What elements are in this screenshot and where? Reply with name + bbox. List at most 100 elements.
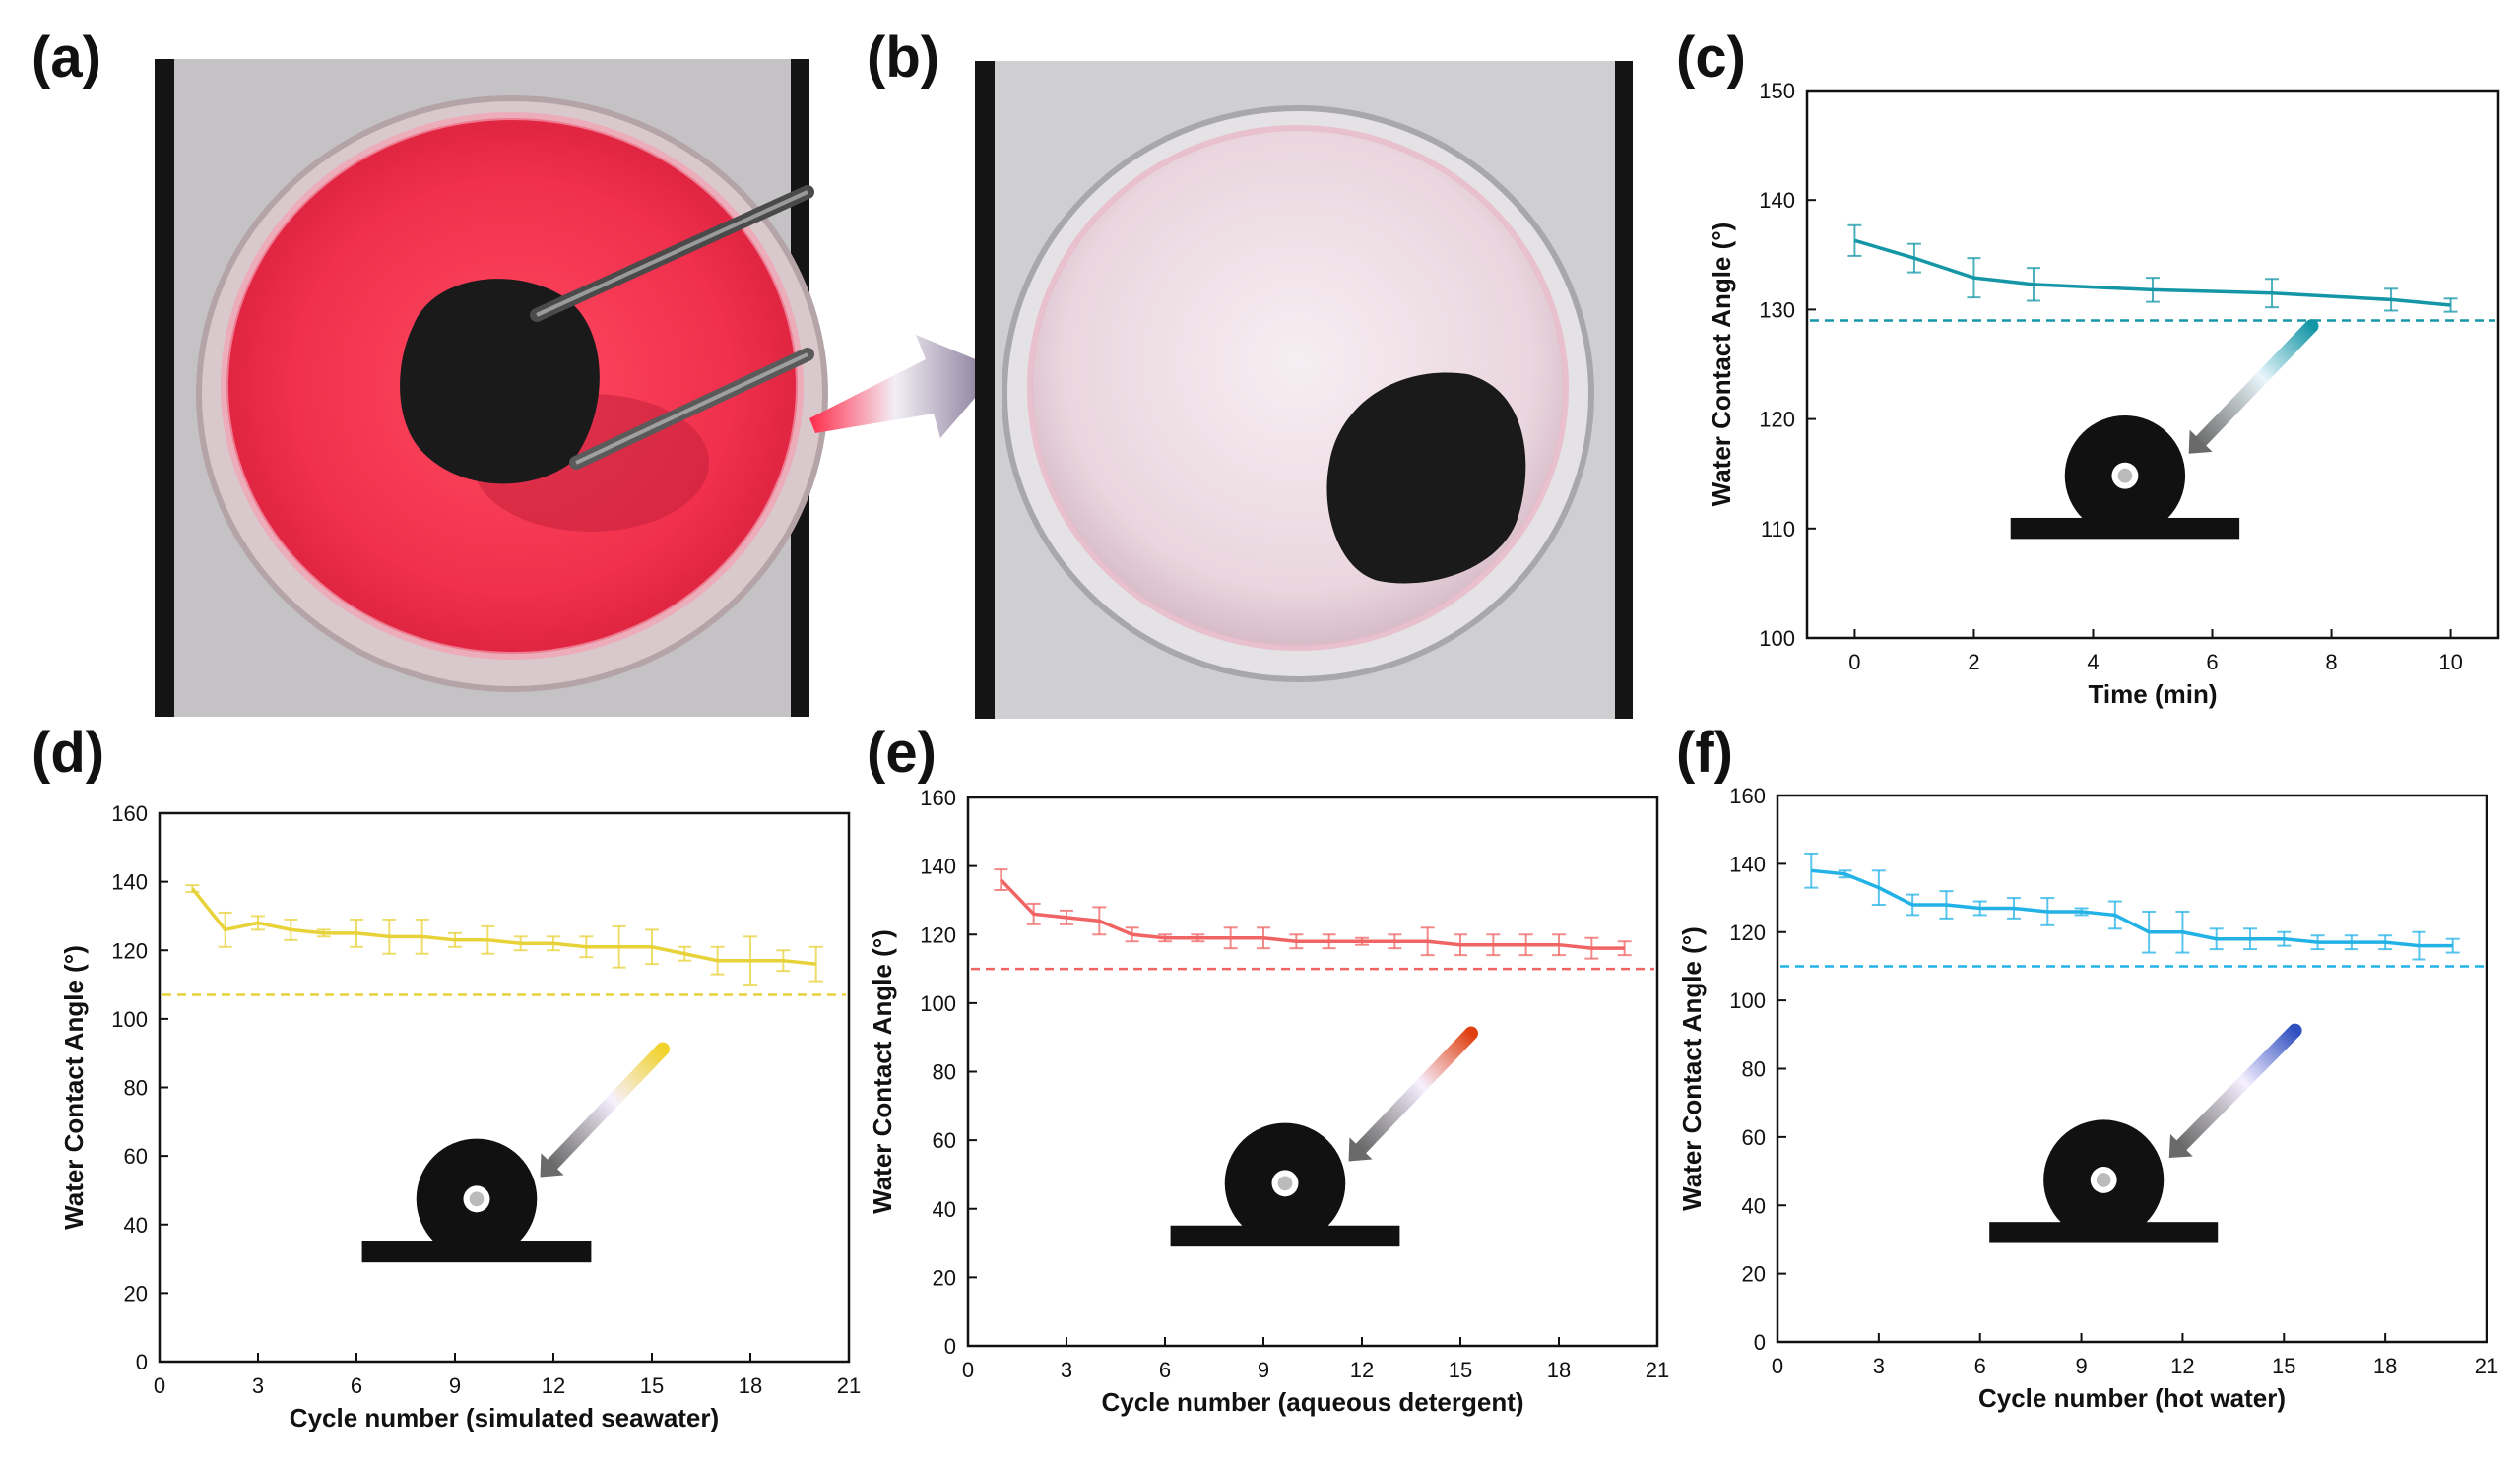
x-tick-label-f: 18 xyxy=(2373,1354,2397,1378)
y-tick-label-d: 100 xyxy=(111,1007,148,1032)
error-bar-f xyxy=(2107,900,2122,930)
error-bar-f xyxy=(2277,930,2292,947)
panel-a: (a) xyxy=(32,26,828,717)
y-axis-label-d: Water Contact Angle (°) xyxy=(59,945,89,1230)
y-tick-label-f: 100 xyxy=(1729,988,1766,1013)
y-tick-label-e: 0 xyxy=(944,1334,956,1359)
y-tick-label-d: 120 xyxy=(111,938,148,963)
x-tick-label-c: 10 xyxy=(2438,650,2462,674)
error-bar-c xyxy=(2443,297,2458,313)
panel-f-label: (f) xyxy=(1676,721,1733,785)
error-bar-c xyxy=(2146,277,2160,303)
x-tick-label-c: 0 xyxy=(1848,650,1860,674)
y-axis-label-f: Water Contact Angle (°) xyxy=(1677,926,1707,1211)
error-bar-e xyxy=(1223,926,1238,950)
y-tick-label-d: 60 xyxy=(124,1144,148,1169)
x-tick-label-d: 9 xyxy=(449,1373,461,1398)
inset-highlight-core xyxy=(2096,1173,2111,1187)
panel-d-label: (d) xyxy=(32,721,104,785)
error-bar-d xyxy=(481,924,495,955)
x-tick-label-e: 18 xyxy=(1547,1358,1571,1382)
error-bar-e xyxy=(1158,933,1172,943)
inset-highlight-core xyxy=(469,1191,485,1207)
error-bar-f xyxy=(2445,937,2460,954)
error-bar-e xyxy=(994,868,1008,891)
error-bar-e xyxy=(1322,933,1336,950)
error-bar-d xyxy=(678,945,692,962)
x-tick-label-c: 4 xyxy=(2087,650,2099,674)
error-bar-f xyxy=(2040,897,2055,926)
inset-highlight-core xyxy=(1277,1176,1293,1191)
x-tick-label-f: 0 xyxy=(1772,1354,1783,1378)
error-bar-f xyxy=(2378,934,2393,951)
error-bar-e xyxy=(1191,933,1205,943)
chart-f: 0 3 6 9 12 15 18 21 0 20 40 60 80 100 120 140 160 Cycle n… xyxy=(1677,784,2498,1413)
error-bar-c xyxy=(1967,257,1981,299)
y-tick-label-e: 100 xyxy=(920,991,956,1016)
error-bar-f xyxy=(2007,897,2021,920)
error-bar-f xyxy=(2209,927,2224,951)
error-bar-d xyxy=(382,918,397,955)
y-tick-label-e: 40 xyxy=(933,1197,956,1222)
error-bar-e xyxy=(1617,940,1632,957)
plot-frame-c xyxy=(1805,89,2500,640)
error-bar-e xyxy=(1518,933,1533,957)
x-tick-label-e: 0 xyxy=(962,1358,974,1382)
error-bar-c xyxy=(2026,267,2040,302)
y-axis-label-c: Water Contact Angle (°) xyxy=(1707,223,1736,507)
y-tick-label-f: 40 xyxy=(1742,1193,1766,1218)
error-bar-e xyxy=(1092,906,1107,936)
x-tick-label-f: 3 xyxy=(1873,1354,1885,1378)
error-bar-e xyxy=(1026,902,1041,925)
sponge-b xyxy=(1326,372,1526,584)
error-bar-f xyxy=(1804,852,1819,889)
x-tick-label-d: 21 xyxy=(837,1373,861,1398)
x-tick-label-e: 15 xyxy=(1449,1358,1472,1382)
error-bar-d xyxy=(415,918,429,955)
droplet-inset-d xyxy=(361,1138,592,1263)
error-bar-d xyxy=(185,884,200,894)
error-bar-e xyxy=(1552,933,1566,957)
inset-pointer-arrowhead-c xyxy=(2188,429,2213,454)
droplet-inset-c xyxy=(2010,414,2240,540)
x-tick-label-e: 6 xyxy=(1159,1358,1171,1382)
error-bar-f xyxy=(2175,910,2190,954)
droplet-inset-f xyxy=(1989,1119,2219,1243)
x-axis-label-c: Time (min) xyxy=(2089,679,2218,709)
error-bar-d xyxy=(218,911,232,948)
error-bar-e xyxy=(1420,926,1435,957)
error-bar-c xyxy=(2265,278,2280,309)
y-tick-label-e: 80 xyxy=(933,1060,956,1085)
panel-b: (b) xyxy=(867,26,1633,719)
y-tick-label-c: 120 xyxy=(1759,408,1795,432)
plot-frame-d xyxy=(158,811,851,1364)
y-tick-label-e: 60 xyxy=(933,1128,956,1153)
y-tick-label-f: 60 xyxy=(1742,1125,1766,1150)
x-tick-label-c: 8 xyxy=(2325,650,2337,674)
x-axis-label-f: Cycle number (hot water) xyxy=(1978,1383,2286,1413)
error-bar-d xyxy=(579,935,594,959)
x-tick-label-e: 21 xyxy=(1646,1358,1669,1382)
x-tick-label-d: 12 xyxy=(542,1373,565,1398)
error-bar-f xyxy=(2142,910,2157,954)
inset-pointer-arrowhead-e xyxy=(1348,1137,1373,1162)
panel-c-label: (c) xyxy=(1676,26,1746,90)
inset-pointer-arrowhead-f xyxy=(2168,1133,2193,1159)
y-tick-label-c: 130 xyxy=(1759,297,1795,322)
x-tick-label-d: 18 xyxy=(739,1373,762,1398)
x-tick-label-f: 12 xyxy=(2170,1354,2194,1378)
transition-arrow xyxy=(809,335,1000,438)
error-bar-d xyxy=(513,935,528,952)
error-bar-d xyxy=(808,945,823,983)
inset-pointer-arrow-f xyxy=(2174,1023,2302,1153)
y-tick-label-d: 140 xyxy=(111,870,148,895)
error-bar-f xyxy=(1939,890,1954,920)
y-tick-label-d: 40 xyxy=(124,1213,148,1238)
error-bar-e xyxy=(1355,936,1369,946)
error-bar-d xyxy=(776,949,791,973)
error-bar-f xyxy=(1906,893,1920,917)
error-bar-f xyxy=(2074,907,2089,917)
y-tick-label-f: 140 xyxy=(1729,852,1766,876)
x-tick-label-e: 9 xyxy=(1258,1358,1269,1382)
